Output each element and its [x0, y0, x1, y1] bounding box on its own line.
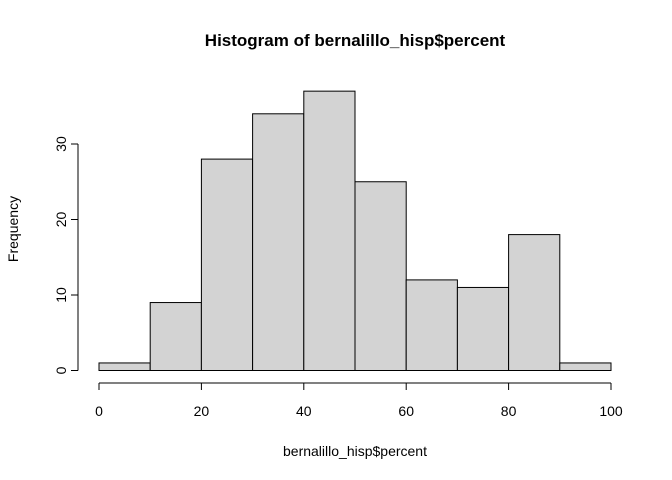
chart-title: Histogram of bernalillo_hisp$percent: [205, 31, 506, 50]
histogram-bar: [98, 362, 151, 372]
x-tick-label: 60: [398, 403, 414, 419]
x-tick-label: 80: [501, 403, 517, 419]
x-tick-label: 0: [95, 403, 103, 419]
y-tick-label: 10: [53, 287, 69, 303]
histogram-bar: [200, 158, 254, 371]
x-axis-label: bernalillo_hisp$percent: [283, 443, 427, 459]
x-tick-label: 20: [194, 403, 210, 419]
histogram-bar: [149, 302, 202, 371]
y-axis-label: Frequency: [5, 196, 21, 262]
y-axis: 0 10 20 30: [53, 136, 79, 374]
x-tick-label: 40: [296, 403, 312, 419]
y-tick-label: 20: [53, 212, 69, 228]
bars-group: [98, 90, 612, 372]
histogram-bar: [508, 234, 561, 371]
histogram-bar: [252, 113, 305, 372]
histogram-bar: [456, 286, 510, 372]
y-tick-label: 0: [53, 366, 69, 374]
y-tick-label: 30: [53, 136, 69, 152]
histogram-bar: [559, 362, 612, 372]
x-axis: 0 20 40 60 80 100: [95, 382, 623, 419]
histogram-bar: [354, 181, 407, 371]
histogram-bar: [405, 279, 458, 371]
histogram-bar: [303, 90, 356, 372]
x-tick-label: 100: [599, 403, 623, 419]
